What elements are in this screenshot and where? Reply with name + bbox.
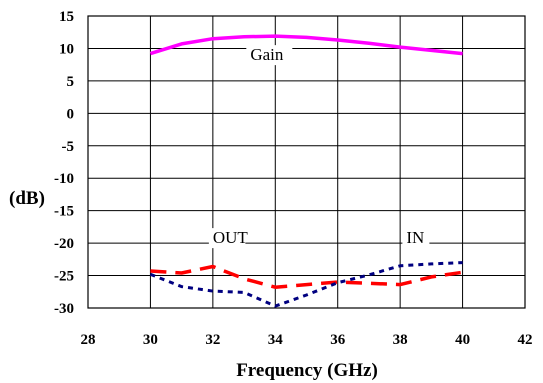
x-tick-label: 30	[143, 332, 158, 348]
series-line-in	[149, 261, 463, 308]
x-axis-title: Frequency (GHz)	[236, 360, 378, 381]
annotation-out: OUT	[213, 228, 249, 247]
x-tick-label: 38	[393, 332, 408, 348]
y-tick-label: -15	[54, 204, 74, 220]
annotation-gain: Gain	[250, 45, 284, 64]
y-tick-label: 15	[59, 9, 74, 25]
y-axis-title: (dB)	[9, 188, 45, 209]
series-line-out	[150, 264, 463, 289]
plot-frame	[87, 15, 526, 309]
y-tick-label: 0	[67, 106, 75, 122]
annotation-bg	[208, 228, 246, 249]
y-tick-label: 10	[59, 41, 74, 57]
grid	[87, 15, 526, 309]
y-tick-label: 5	[67, 74, 75, 90]
y-tick-label: -20	[54, 236, 74, 252]
x-tick-labels: 28 30 32 34 36 38 40 42	[81, 332, 533, 348]
series-line-gain	[149, 34, 463, 56]
x-tick-label: 36	[330, 332, 346, 348]
y-tick-label: -25	[54, 269, 74, 285]
x-tick-label: 34	[268, 332, 284, 348]
x-tick-label: 42	[518, 332, 533, 348]
x-tick-label: 32	[205, 332, 220, 348]
annotation-bg	[402, 228, 430, 249]
x-tick-label: 28	[81, 332, 96, 348]
y-tick-label: -5	[62, 139, 75, 155]
series-lines	[149, 34, 463, 308]
annotation-bg	[246, 45, 293, 66]
y-tick-label: -30	[54, 301, 74, 317]
x-tick-label: 40	[455, 332, 470, 348]
annotation-in: IN	[406, 228, 424, 247]
y-tick-label: -10	[54, 171, 74, 187]
annotations: Gain OUT IN	[208, 45, 430, 249]
y-tick-labels: 15 10 5 0 -5 -10 -15 -20 -25 -30	[54, 9, 74, 317]
